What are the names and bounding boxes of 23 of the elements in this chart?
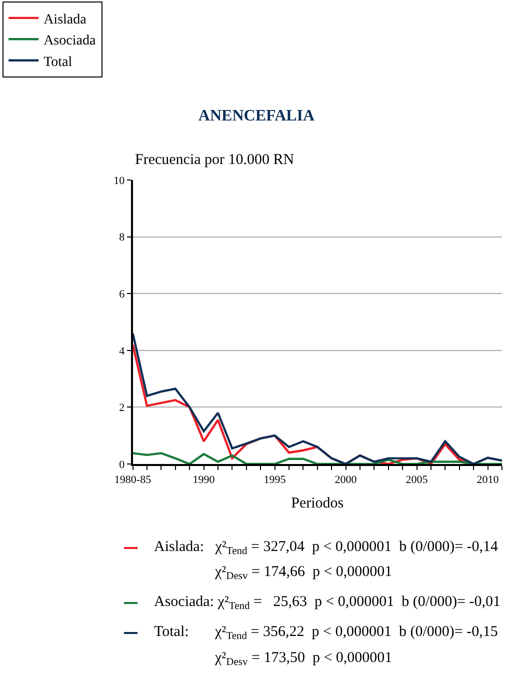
text: Total: χ²$_{Tend}$ = 356,22 p < 0,000001 b (0/000)= -0,15: [154, 624, 498, 642]
legend-label: Asociada: [44, 34, 96, 49]
text: Asociada: χ²$_{Tend}$ = 25,63 p < 0,000001 b (0/000)= -0,01: [154, 594, 501, 612]
text: χ²$_{Desv}$ = 173,50 p < 0,000001: [214, 650, 392, 668]
chart-title: ANENCEFALIA: [198, 108, 316, 125]
x-tick-label: 2000: [334, 474, 358, 486]
text: Aislada: χ²$_{Tend}$ = 327,04 p < 0,000001 b (0/000)= -0,14: [154, 539, 499, 558]
x-tick-label: 2005: [406, 474, 428, 486]
y-tick-label: 4: [119, 345, 126, 358]
x-tick-label: 2010: [476, 474, 500, 486]
y-tick-label: 2: [119, 402, 125, 414]
y-tick-label: 10: [114, 174, 126, 187]
legend-label: Total: [44, 54, 72, 70]
x-tick-label: 1990: [192, 474, 216, 486]
y-tick-label: 6: [119, 288, 126, 300]
y-tick-label: 0: [119, 458, 126, 471]
text: χ²$_{Desv}$ = 174,66 p < 0,000001: [214, 564, 392, 582]
y-axis-title: Frecuencia por 10.000 RN: [135, 152, 294, 168]
x-tick-label: 1980-85: [114, 474, 152, 486]
x-axis-title: Periodos: [291, 496, 344, 512]
legend-label: Aislada: [44, 12, 88, 28]
y-tick-label: 8: [119, 232, 126, 244]
x-tick-label: 1995: [264, 474, 286, 486]
